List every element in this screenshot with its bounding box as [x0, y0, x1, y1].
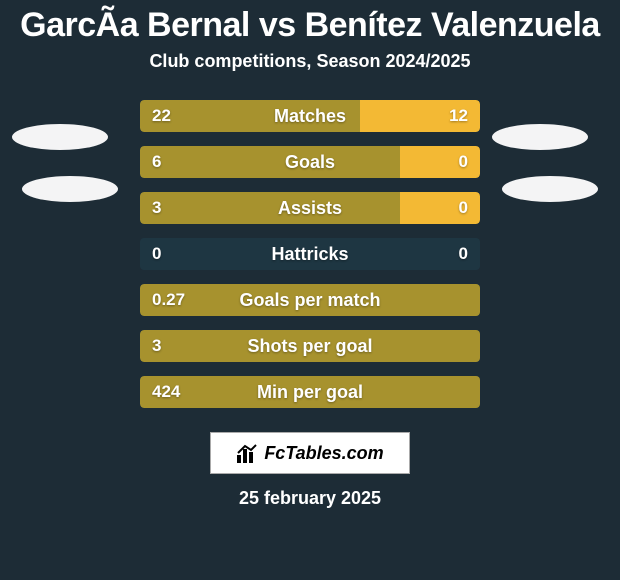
stat-row: Goals60: [140, 146, 480, 178]
subtitle: Club competitions, Season 2024/2025: [0, 51, 620, 72]
stat-row: Shots per goal3: [140, 330, 480, 362]
logo-bars-icon: [236, 443, 258, 463]
avatar-player1-bottom: [22, 176, 118, 202]
stat-fill-player1: [140, 192, 400, 224]
stat-fill-player1: [140, 330, 480, 362]
avatar-player2-bottom: [502, 176, 598, 202]
stat-fill-player1: [140, 146, 400, 178]
page-title: GarcÃ­a Bernal vs Benítez Valenzuela: [0, 0, 620, 45]
stat-row: Matches2212: [140, 100, 480, 132]
stat-fill-player2: [400, 146, 480, 178]
logo-text: FcTables.com: [264, 443, 383, 464]
stat-label: Hattricks: [140, 244, 480, 265]
stat-fill-player1: [140, 100, 360, 132]
date-label: 25 february 2025: [0, 488, 620, 509]
fctables-logo: FcTables.com: [210, 432, 410, 474]
stat-value-player1: 0: [152, 244, 161, 264]
stat-row: Hattricks0 0: [140, 238, 480, 270]
stat-row: Min per goal424: [140, 376, 480, 408]
avatar-player2-top: [492, 124, 588, 150]
stat-fill-player1: [140, 284, 480, 316]
stat-value-player2: 0: [459, 244, 468, 264]
stat-fill-player2: [400, 192, 480, 224]
stat-fill-player2: [360, 100, 480, 132]
stat-fill-player1: [140, 376, 480, 408]
stat-row: Goals per match0.27: [140, 284, 480, 316]
avatar-player1-top: [12, 124, 108, 150]
stat-row: Assists30: [140, 192, 480, 224]
